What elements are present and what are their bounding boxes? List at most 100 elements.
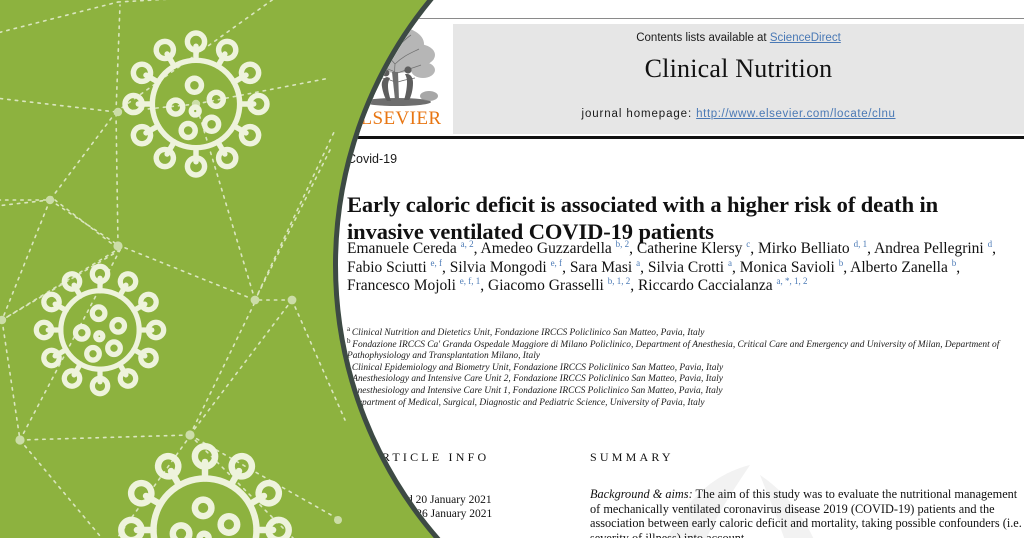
affiliation-entry: b Fondazione IRCCS Ca' Granda Ospedale M… (347, 337, 1019, 363)
author-entry: Catherine Klersy c, (636, 238, 758, 257)
homepage-prefix: journal homepage: (581, 108, 697, 120)
author-entry: Francesco Mojoli e, f, 1, (347, 275, 489, 294)
affiliation-entry: c Clinical Epidemiology and Biometry Uni… (347, 359, 1019, 375)
author-separator: , (629, 240, 637, 257)
affiliation-mark: b (347, 336, 353, 345)
author-affiliation-marks: c (746, 238, 751, 249)
author-entry: Mirko Belliato d, 1, (757, 238, 874, 257)
article-info-heading: ARTICLE INFO (370, 450, 490, 464)
paper-page: ELSEVIER Contents lists available at Sci… (338, 0, 1024, 538)
article-info-lines: Received 20 January 2021 Accepted 26 Janu… (370, 493, 560, 521)
author-name: Mirko Belliato (757, 240, 854, 257)
affiliation-mark: d (347, 371, 353, 380)
author-affiliation-marks: d (987, 238, 993, 249)
affiliation-entry: e Anesthesiology and Intensive Care Unit… (347, 383, 1019, 398)
author-affiliation-marks: b (838, 257, 844, 268)
elsevier-tree-icon (356, 27, 438, 106)
affiliation-text: Anesthesiology and Intensive Care Unit 1… (351, 385, 723, 396)
summary-heading: SUMMARY (590, 450, 674, 464)
journal-homepage-line: journal homepage: http://www.elsevier.co… (453, 108, 1024, 120)
paper-circle-window: ELSEVIER Contents lists available at Sci… (333, 0, 1024, 538)
author-separator: , (442, 258, 450, 276)
author-name: Silvia Crotti (647, 258, 728, 276)
affiliation-text: Department of Medical, Surgical, Diagnos… (351, 397, 705, 408)
author-name: Sara Masi (569, 258, 637, 276)
author-entry: Amedeo Guzzardella b, 2, (480, 238, 637, 257)
author-entry: Giacomo Grasselli b, 1, 2, (488, 276, 638, 294)
author-name: Francesco Mojoli (347, 277, 460, 294)
affiliation-mark: c (347, 359, 352, 368)
author-name: Andrea Pellegrini (873, 240, 988, 257)
author-affiliation-marks: a (636, 257, 641, 268)
author-name: Amedeo Guzzardella (480, 240, 616, 257)
author-separator: , (630, 277, 638, 294)
masthead-top-rule (345, 18, 1024, 19)
author-separator: , (843, 258, 851, 276)
author-entry: Riccardo Caccialanza a, *, 1, 2 (637, 275, 808, 294)
affiliation-list: a Clinical Nutrition and Dietetics Unit,… (347, 324, 1019, 410)
author-affiliation-marks: e, f (550, 257, 563, 268)
article-title: Early caloric deficit is associated with… (347, 192, 939, 245)
article-info-line: Received 20 January 2021 (370, 494, 492, 506)
summary-paragraph: Background & aims: The aim of this study… (590, 487, 1022, 538)
masthead-bottom-rule (345, 136, 1024, 139)
author-entry: Silvia Crotti a, (647, 257, 740, 276)
author-entry: Alberto Zanella b, (850, 257, 961, 276)
affiliation-text: Clinical Nutrition and Dietetics Unit, F… (351, 328, 705, 338)
author-affiliation-marks: a (727, 257, 732, 268)
author-affiliation-marks: d, 1 (853, 238, 868, 249)
journal-title: Clinical Nutrition (644, 54, 833, 83)
author-entry: Monica Savioli b, (740, 257, 851, 276)
affiliation-mark: a (347, 324, 352, 333)
summary-column: SUMMARY Background & aims: The aim of th… (590, 450, 1022, 538)
article-info-line: Accepted 26 January 2021 (370, 508, 493, 520)
affiliation-text: Anesthesiology and Intensive Care Unit 2… (352, 374, 723, 385)
article-section-label: Covid-19 (347, 152, 398, 166)
author-separator: , (473, 240, 481, 257)
elsevier-logo: ELSEVIER (347, 22, 443, 134)
author-name: Emanuele Cereda (347, 240, 461, 257)
author-name: Catherine Klersy (636, 240, 747, 257)
author-separator: , (640, 258, 648, 276)
author-separator: , (992, 240, 996, 257)
summary-body: Background & aims: The aim of this study… (590, 487, 1022, 538)
author-affiliation-marks: a, 2 (460, 238, 474, 249)
summary-paragraph-lead: Background & aims: (590, 487, 693, 501)
contents-lists-line: Contents lists available at ScienceDirec… (453, 32, 1024, 44)
author-affiliation-marks: e, f, 1 (459, 275, 481, 286)
author-affiliation-marks: b (951, 257, 957, 268)
affiliation-entry: f Department of Medical, Surgical, Diagn… (347, 395, 1019, 410)
author-entry: Silvia Mongodi e, f, (449, 257, 570, 276)
sciencedirect-link[interactable]: ScienceDirect (769, 32, 841, 44)
author-name: Riccardo Caccialanza (637, 277, 777, 294)
author-separator: , (562, 258, 570, 276)
author-entry: Sara Masi a, (569, 257, 648, 276)
author-entry: Fabio Sciutti e, f, (347, 257, 450, 276)
author-name: Fabio Sciutti (347, 258, 431, 276)
author-list: Emanuele Cereda a, 2, Amedeo Guzzardella… (347, 238, 1019, 296)
summary-paragraph-text: The aim of this study was to evaluate th… (590, 487, 1022, 538)
affiliation-entry: a Clinical Nutrition and Dietetics Unit,… (347, 324, 1019, 340)
affiliation-text: Clinical Epidemiology and Biometry Unit,… (351, 362, 724, 373)
author-entry: Emanuele Cereda a, 2, (347, 238, 481, 257)
author-name: Alberto Zanella (850, 258, 952, 276)
journal-homepage-link[interactable]: http://www.elsevier.com/locate/clnu (696, 108, 896, 120)
journal-header-band: Contents lists available at ScienceDirec… (453, 24, 1024, 134)
author-affiliation-marks: e, f (430, 257, 443, 268)
contents-prefix: Contents lists available at (636, 32, 770, 44)
author-separator: , (750, 240, 758, 257)
author-separator: , (731, 258, 740, 276)
article-info-column: ARTICLE INFO Received 20 January 2021 Acc… (370, 450, 560, 521)
affiliation-text: Fondazione IRCCS Ca' Granda Ospedale Mag… (347, 339, 1000, 362)
elsevier-wordmark: ELSEVIER (348, 108, 442, 129)
author-affiliation-marks: b, 2 (615, 238, 630, 249)
author-separator: , (480, 277, 489, 294)
virus-icon-group (33, 30, 292, 538)
affiliation-mark: f (347, 394, 352, 403)
author-separator: , (867, 240, 874, 257)
author-affiliation-marks: a, *, 1, 2 (776, 275, 808, 286)
author-name: Silvia Mongodi (449, 258, 551, 276)
journal-masthead: ELSEVIER Contents lists available at Sci… (345, 8, 1024, 139)
author-separator: , (956, 258, 961, 276)
